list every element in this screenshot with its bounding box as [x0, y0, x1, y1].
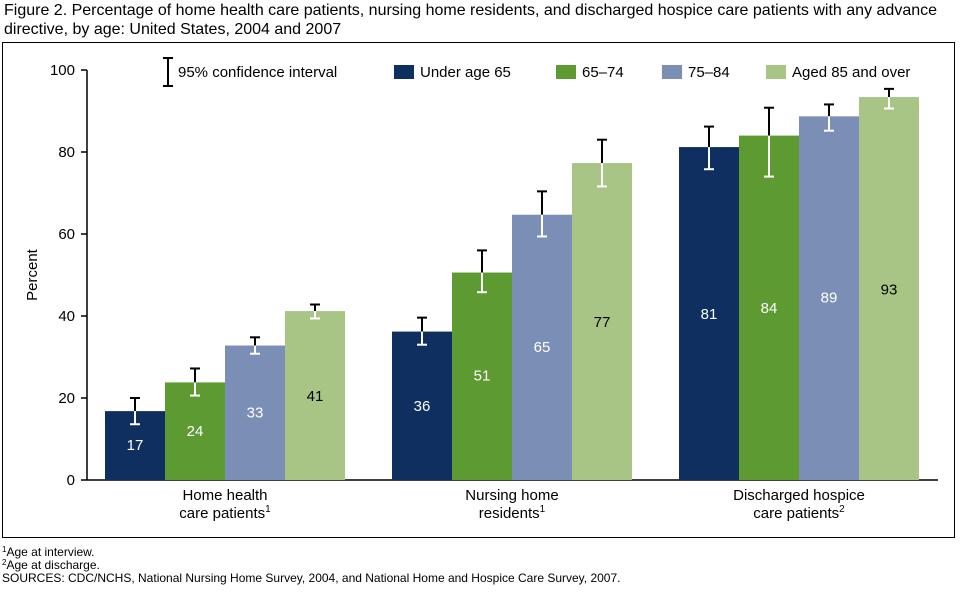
category-label: Discharged hospice	[733, 487, 865, 504]
bar	[285, 311, 345, 480]
category-label: residents1	[479, 504, 546, 522]
legend-swatch	[662, 65, 682, 79]
bar-value-label: 41	[307, 388, 324, 405]
bar	[452, 272, 512, 480]
bar-value-label: 36	[414, 398, 431, 415]
bar	[799, 116, 859, 480]
footnotes: 1Age at interview. 2Age at discharge. SO…	[2, 546, 621, 585]
bar	[679, 147, 739, 480]
y-tick-label: 100	[50, 62, 75, 79]
y-tick-label: 0	[67, 472, 75, 489]
bar	[512, 214, 572, 481]
y-tick-label: 20	[58, 390, 75, 407]
y-axis-label: Percent	[24, 248, 41, 301]
category-label: care patients1	[179, 504, 271, 522]
legend-label: Aged 85 and over	[792, 64, 910, 81]
y-tick-label: 60	[58, 226, 75, 243]
bar-value-label: 77	[594, 314, 611, 331]
bar-value-label: 33	[247, 404, 264, 421]
bar	[572, 163, 632, 480]
legend-label: 75–84	[688, 64, 730, 81]
footnote-1: 1Age at interview.	[2, 545, 95, 559]
category-label: care patients2	[753, 504, 845, 522]
bar-value-label: 81	[701, 306, 718, 323]
bar-value-label: 51	[474, 367, 491, 384]
legend-label: 65–74	[582, 64, 624, 81]
footnote-2: 2Age at discharge.	[2, 558, 100, 572]
category-label: Nursing home	[465, 487, 558, 504]
figure-title: Figure 2. Percentage of home health care…	[4, 2, 938, 38]
legend-ci-label: 95% confidence interval	[178, 64, 337, 81]
y-tick-label: 40	[58, 308, 75, 325]
bar-value-label: 93	[881, 281, 898, 298]
bar	[225, 345, 285, 480]
category-label: Home health	[182, 487, 267, 504]
bar-value-label: 89	[821, 290, 838, 307]
sources-note: SOURCES: CDC/NCHS, National Nursing Home…	[2, 571, 621, 585]
bar	[859, 97, 919, 480]
bar	[165, 382, 225, 480]
chart-frame	[2, 42, 955, 538]
bar	[739, 135, 799, 480]
legend-swatch	[394, 65, 414, 79]
bar	[392, 331, 452, 480]
legend-swatch	[766, 65, 786, 79]
y-tick-label: 80	[58, 144, 75, 161]
bar-value-label: 24	[187, 423, 204, 440]
bar-value-label: 65	[534, 339, 551, 356]
legend-label: Under age 65	[420, 64, 511, 81]
bar-value-label: 84	[761, 300, 778, 317]
legend-swatch	[556, 65, 576, 79]
bar-value-label: 17	[127, 437, 144, 454]
